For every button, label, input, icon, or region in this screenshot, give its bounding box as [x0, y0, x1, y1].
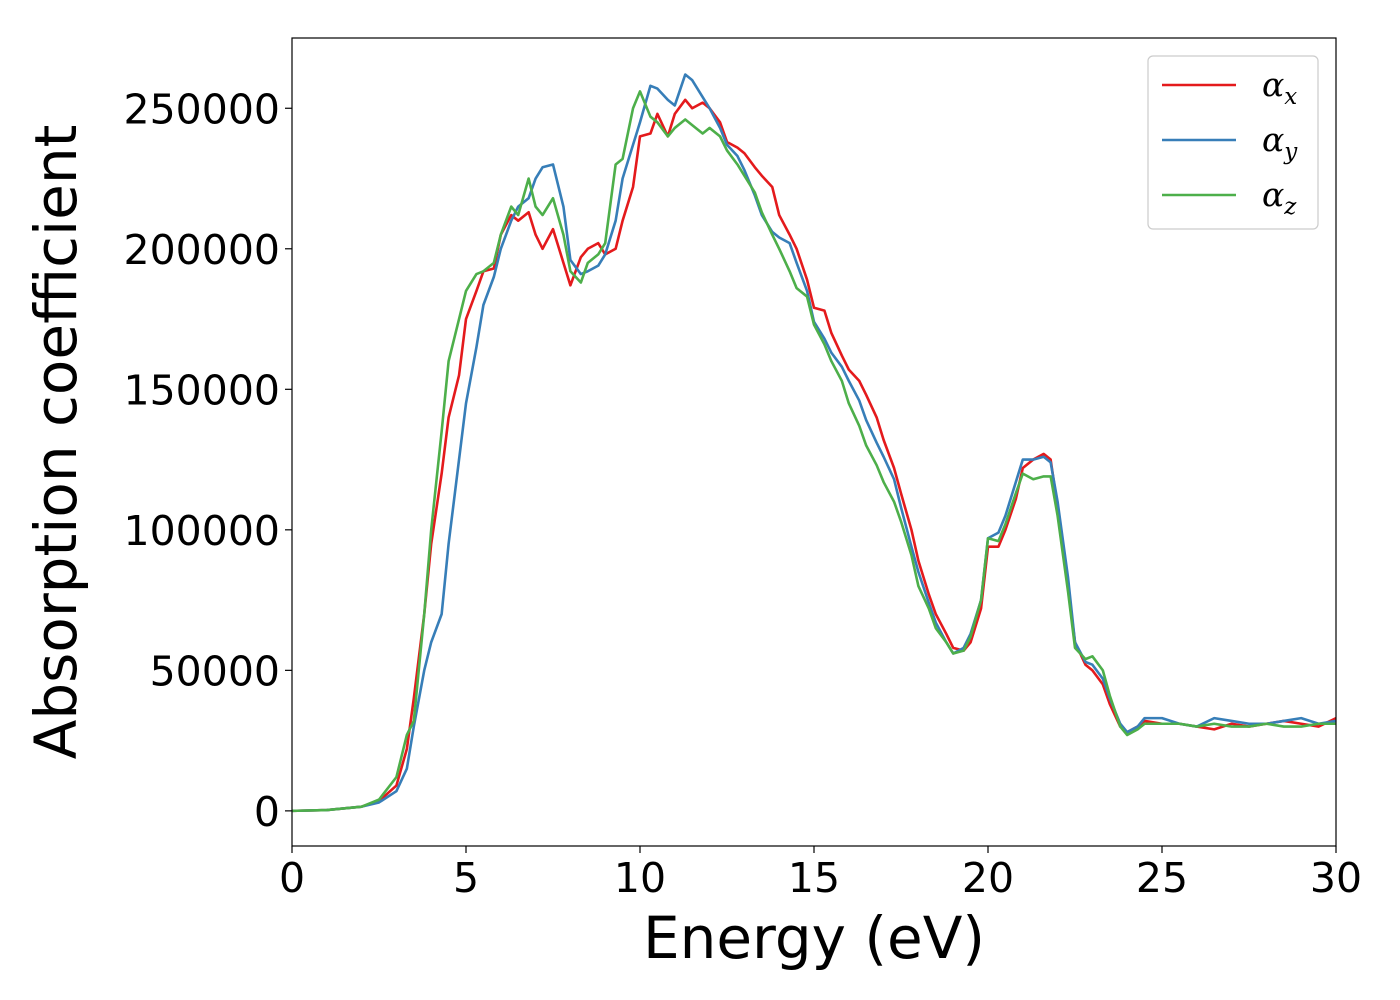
y-tick-label: 100000 [123, 507, 280, 555]
legend-label-x: αx [1262, 65, 1297, 110]
x-tick-label: 0 [279, 854, 305, 902]
legend-subscript: x [1284, 84, 1297, 110]
x-tick-label: 30 [1310, 854, 1362, 902]
y-tick-label: 150000 [123, 366, 280, 414]
series-layer [292, 73, 1336, 813]
legend-subscript: z [1283, 194, 1297, 220]
x-axis: 0 5 10 15 20 25 30 [279, 846, 1362, 902]
x-tick-label: 25 [1136, 854, 1188, 902]
y-tick-label: 250000 [123, 85, 280, 133]
series-line-y [292, 73, 1336, 813]
series-line-x [292, 98, 1336, 813]
y-tick-label: 50000 [150, 647, 280, 695]
y-tick-label: 200000 [123, 226, 280, 274]
legend-symbol: α [1262, 65, 1284, 104]
y-axis-title: Absorption coefficient [22, 125, 90, 760]
y-axis: 0 50000 100000 150000 200000 250000 [123, 85, 292, 836]
series-line-z [292, 90, 1336, 813]
x-tick-label: 20 [962, 854, 1014, 902]
x-axis-title: Energy (eV) [643, 904, 985, 972]
legend-label-z: αz [1262, 175, 1297, 220]
x-tick-label: 15 [788, 854, 840, 902]
legend-box [1147, 55, 1319, 230]
x-tick-label: 10 [614, 854, 666, 902]
legend-label-y: αy [1262, 120, 1298, 165]
y-tick-label: 0 [254, 788, 280, 836]
x-tick-label: 5 [453, 854, 479, 902]
legend-symbol: α [1262, 120, 1284, 159]
legend-subscript: y [1283, 139, 1298, 165]
legend-symbol: α [1262, 175, 1284, 214]
